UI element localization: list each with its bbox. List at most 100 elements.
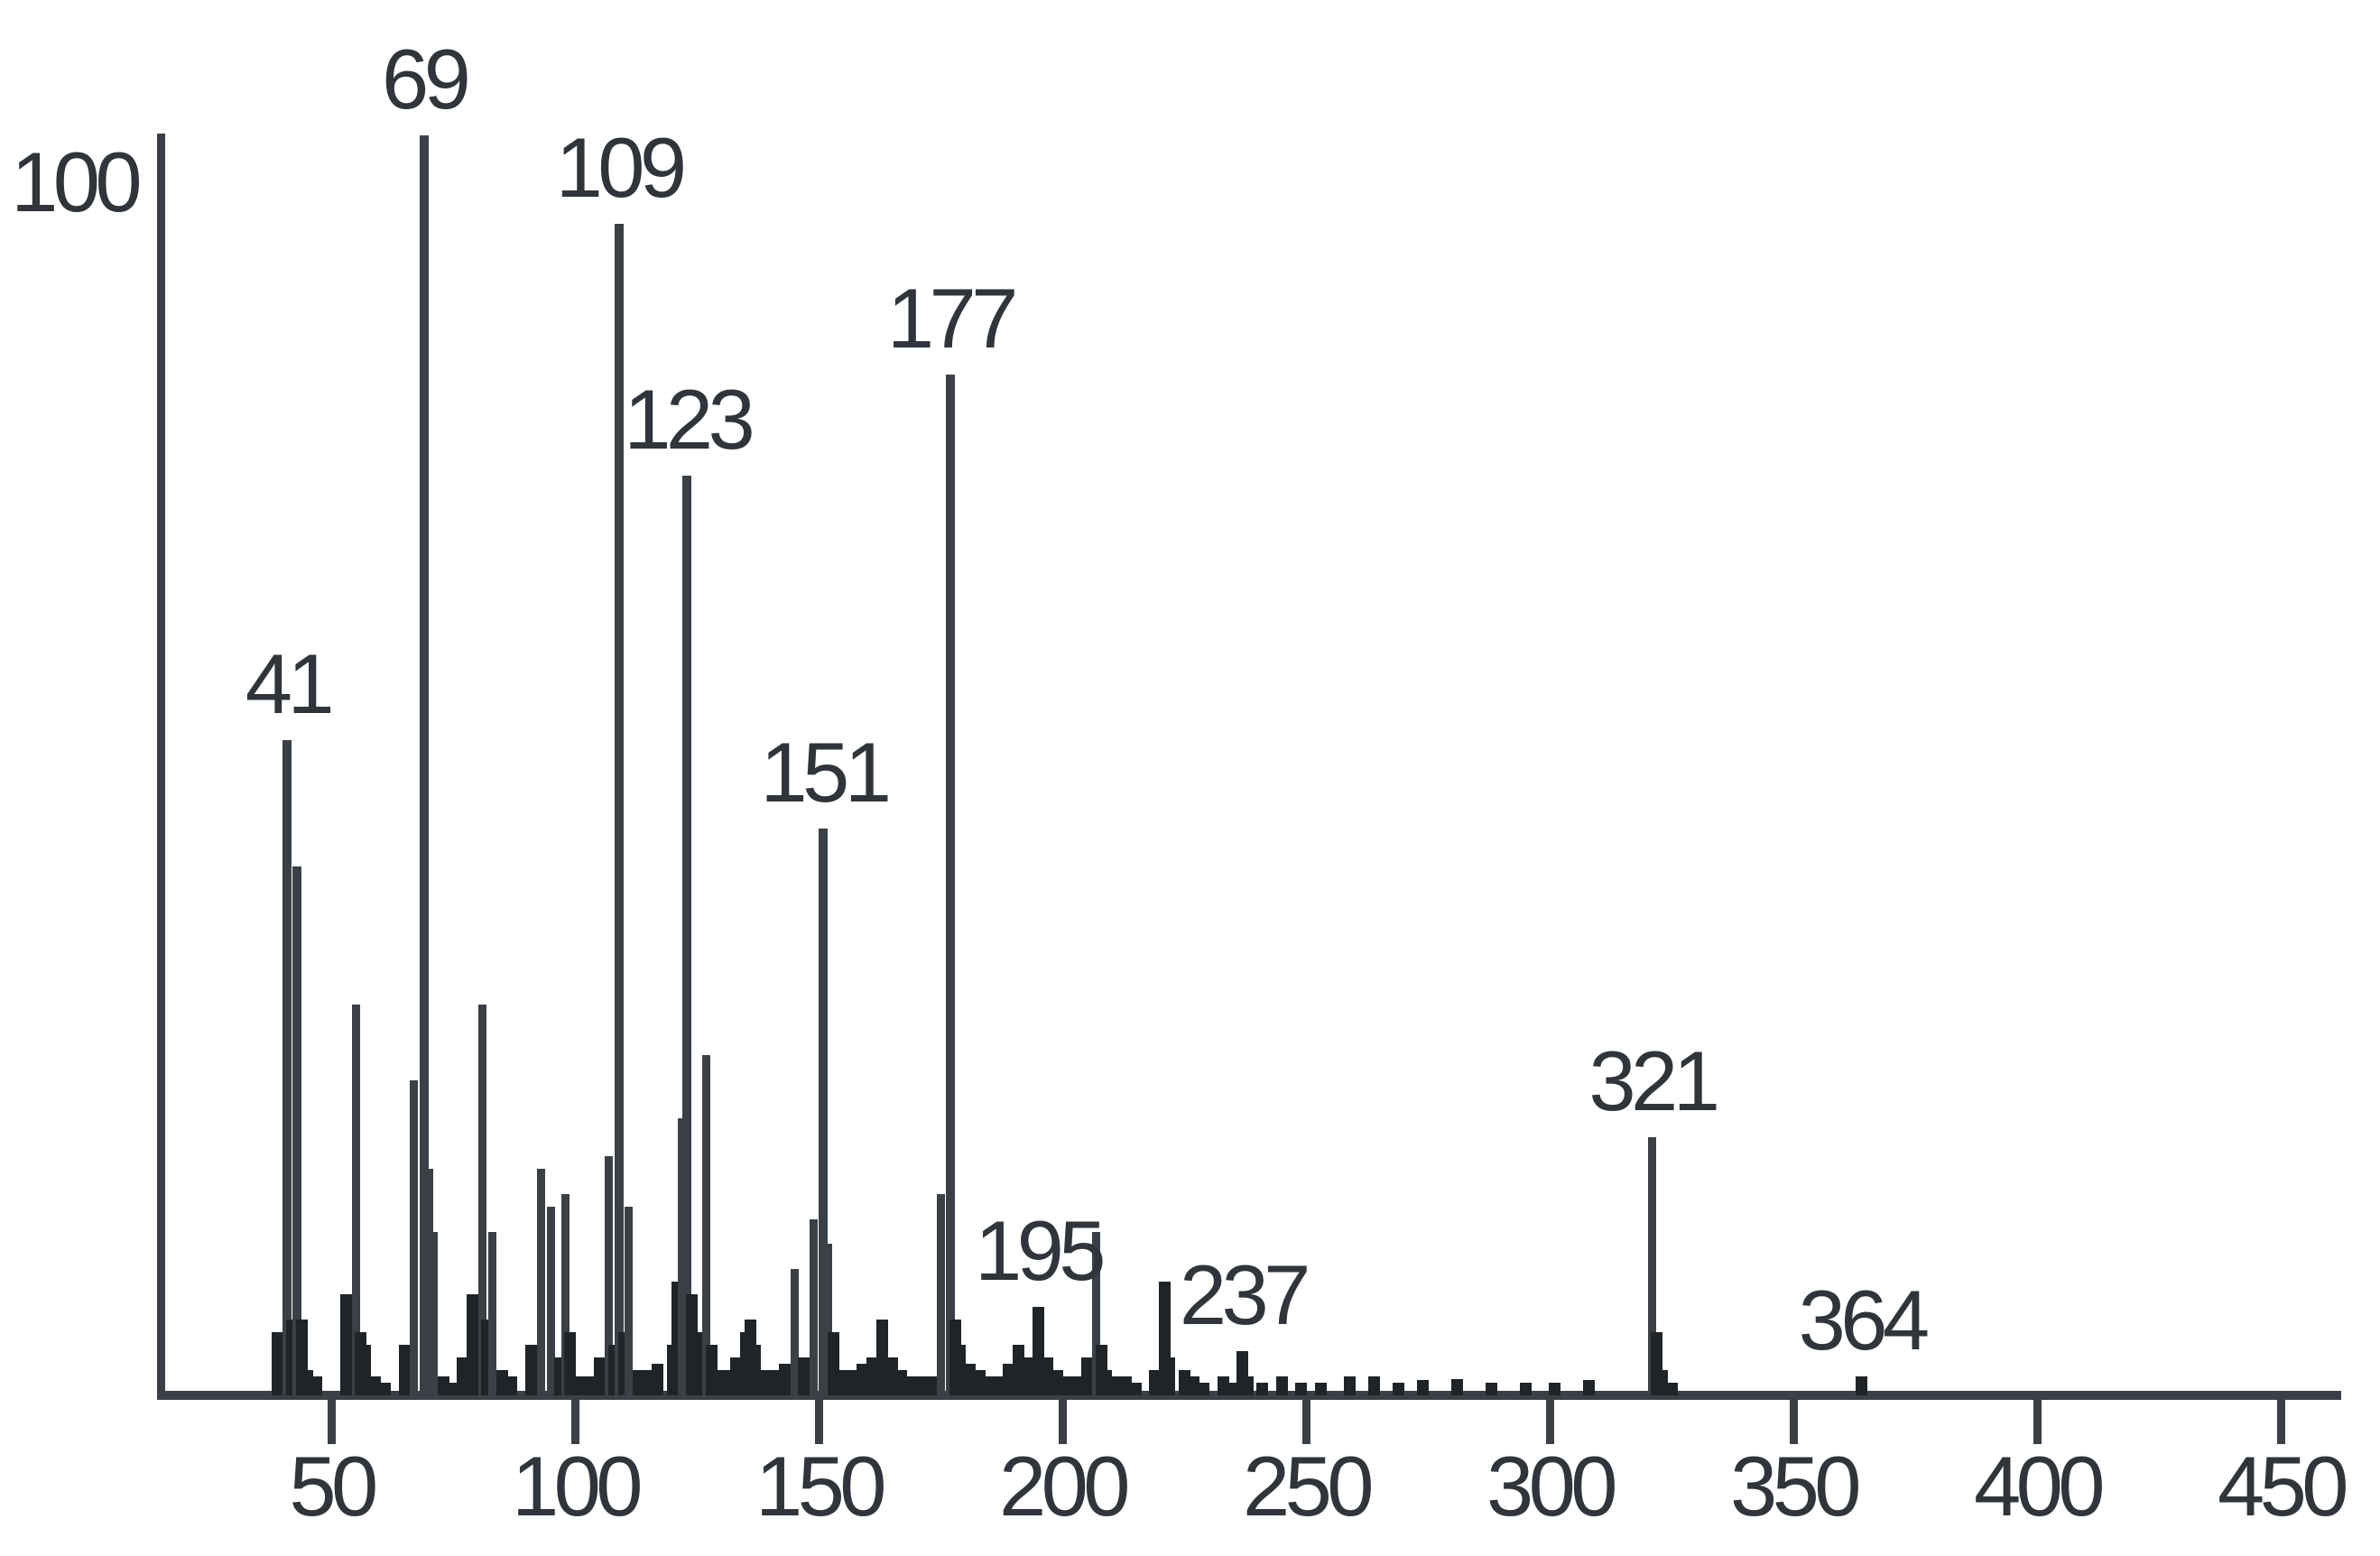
spectrum-bar xyxy=(378,1383,391,1395)
x-axis-tick-label: 450 xyxy=(2218,1439,2349,1533)
spectrum-bar xyxy=(924,1376,937,1395)
spectrum-bar xyxy=(790,1269,799,1395)
spectrum-bar xyxy=(1217,1376,1229,1395)
spectrum-bar xyxy=(936,1193,945,1395)
spectrum-bar xyxy=(729,1357,742,1395)
spectrum-bar xyxy=(457,1357,469,1395)
spectrum-bar xyxy=(1022,1357,1034,1395)
spectrum-bar xyxy=(945,375,955,1395)
spectrum-bar xyxy=(1368,1376,1381,1395)
spectrum-bar xyxy=(963,1364,976,1395)
x-axis-tick-label: 350 xyxy=(1730,1439,1862,1533)
spectrum-bar xyxy=(419,135,429,1395)
peak-label-109: 109 xyxy=(555,119,688,215)
spectrum-bar xyxy=(310,1376,323,1395)
spectrum-bar xyxy=(1519,1383,1532,1395)
spectrum-bar xyxy=(487,1231,496,1395)
spectrum-bar xyxy=(885,1357,898,1395)
spectrum-bar xyxy=(1129,1383,1142,1395)
spectrum-bar xyxy=(642,1370,654,1395)
spectrum-bar xyxy=(824,1244,833,1395)
peak-label-195: 195 xyxy=(975,1203,1107,1299)
spectrum-bar xyxy=(524,1345,537,1395)
spectrum-bar xyxy=(759,1370,772,1395)
x-axis-tick xyxy=(1546,1395,1554,1444)
spectrum-bar xyxy=(1417,1380,1430,1395)
x-axis-tick-label: 150 xyxy=(755,1439,887,1533)
spectrum-bar xyxy=(1092,1231,1101,1395)
spectrum-bar xyxy=(1178,1370,1190,1395)
spectrum-bar xyxy=(819,828,829,1395)
spectrum-bar xyxy=(447,1383,459,1395)
x-axis-tick-label: 200 xyxy=(999,1439,1131,1533)
x-axis-line xyxy=(157,1391,2341,1400)
spectrum-bar xyxy=(292,866,302,1395)
spectrum-bar xyxy=(690,1332,703,1395)
x-axis-tick-label: 100 xyxy=(512,1439,644,1533)
spectrum-bar xyxy=(624,1206,633,1395)
spectrum-bar xyxy=(1080,1357,1093,1395)
x-axis-tick xyxy=(2277,1395,2285,1444)
spectrum-bar xyxy=(1856,1376,1868,1395)
spectrum-bar xyxy=(1051,1370,1064,1395)
spectrum-bar xyxy=(1255,1383,1268,1395)
spectrum-bar xyxy=(1450,1378,1463,1395)
spectrum-bar xyxy=(536,1168,545,1395)
spectrum-bar xyxy=(895,1370,908,1395)
x-axis-tick xyxy=(1059,1395,1067,1444)
peak-label-321: 321 xyxy=(1588,1033,1720,1128)
peak-label-41: 41 xyxy=(245,636,335,732)
spectrum-bar xyxy=(719,1370,732,1395)
spectrum-bar xyxy=(1012,1345,1024,1395)
peak-label-237: 237 xyxy=(1179,1247,1311,1343)
x-axis-tick xyxy=(571,1395,579,1444)
spectrum-bar xyxy=(1485,1383,1497,1395)
spectrum-bar xyxy=(837,1370,849,1395)
y-axis-max-label: 100 xyxy=(11,134,143,229)
spectrum-bar xyxy=(573,1376,586,1395)
spectrum-bar xyxy=(682,475,692,1395)
spectrum-bar xyxy=(359,1345,372,1395)
spectrum-bar xyxy=(339,1294,352,1395)
spectrum-bar xyxy=(827,1332,839,1395)
spectrum-bar xyxy=(1188,1376,1200,1395)
spectrum-bar xyxy=(678,1117,687,1395)
spectrum-bar xyxy=(1393,1383,1405,1395)
spectrum-bar xyxy=(1100,1370,1113,1395)
spectrum-bar xyxy=(1163,1357,1176,1395)
spectrum-bar xyxy=(410,1080,419,1395)
spectrum-bar xyxy=(1060,1376,1073,1395)
spectrum-bar xyxy=(1665,1383,1678,1395)
peak-label-123: 123 xyxy=(624,371,755,467)
spectrum-bar xyxy=(477,1005,486,1395)
spectrum-bar xyxy=(778,1364,791,1395)
spectrum-bar xyxy=(605,1155,614,1395)
spectrum-bar xyxy=(1295,1383,1308,1395)
spectrum-bar xyxy=(546,1206,555,1395)
spectrum-bar xyxy=(1227,1383,1239,1395)
spectrum-bar xyxy=(1149,1370,1162,1395)
x-axis-tick xyxy=(2033,1395,2042,1444)
spectrum-bar xyxy=(914,1376,927,1395)
peak-label-69: 69 xyxy=(381,32,471,126)
spectrum-bar xyxy=(1119,1376,1132,1395)
spectrum-bar xyxy=(1582,1380,1595,1395)
spectrum-bar xyxy=(632,1370,644,1395)
spectrum-bar xyxy=(710,1370,723,1395)
spectrum-bar xyxy=(973,1370,986,1395)
spectrum-bar xyxy=(1241,1376,1254,1395)
spectrum-bar xyxy=(429,1231,438,1395)
x-axis-tick xyxy=(815,1395,823,1444)
x-axis-tick-label: 300 xyxy=(1486,1439,1618,1533)
peak-label-151: 151 xyxy=(760,724,892,820)
spectrum-bar xyxy=(398,1345,411,1395)
spectrum-bar xyxy=(1275,1376,1288,1395)
x-axis-tick-label: 50 xyxy=(289,1439,378,1533)
spectrum-bar xyxy=(983,1376,996,1395)
spectrum-bar xyxy=(857,1364,869,1395)
spectrum-bar xyxy=(467,1294,479,1395)
spectrum-bar xyxy=(847,1370,859,1395)
spectrum-bar xyxy=(1647,1136,1656,1395)
spectrum-bar xyxy=(798,1357,810,1395)
spectrum-bar xyxy=(905,1376,918,1395)
